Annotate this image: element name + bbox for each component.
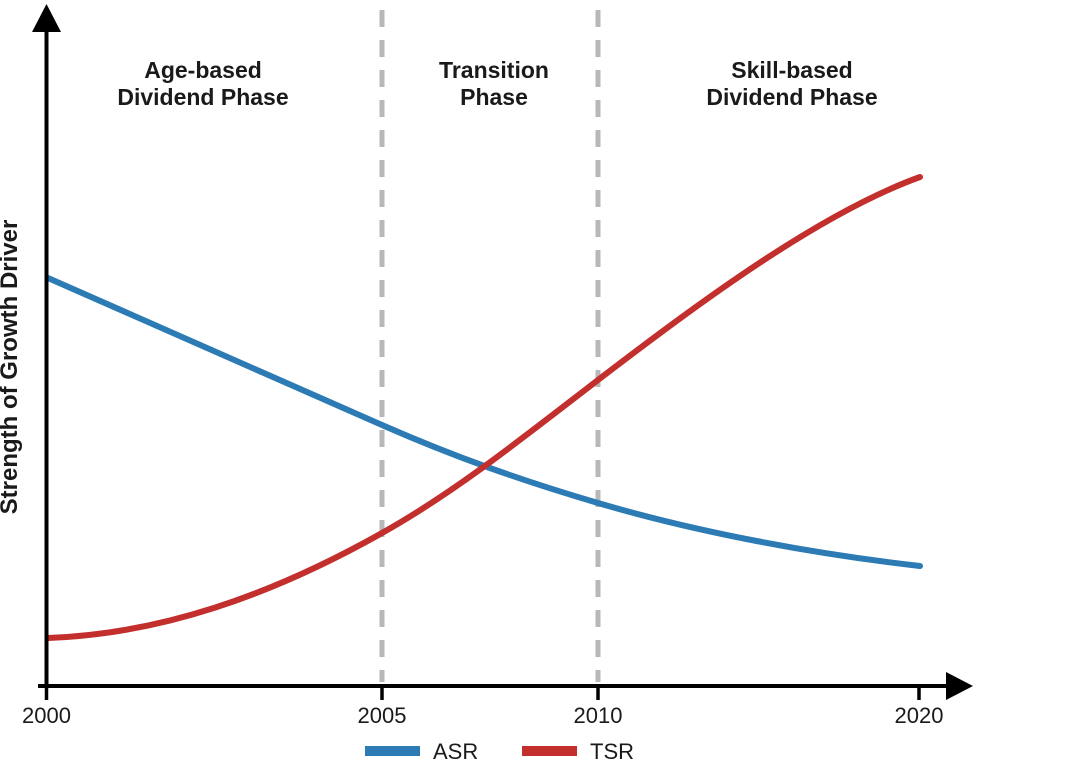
y-axis-label: Strength of Growth Driver	[0, 220, 23, 515]
phase-dividers	[379, 10, 601, 682]
axes	[32, 4, 973, 700]
phase-label-age-based-line1: Age-based	[144, 57, 262, 83]
tsr-curve	[45, 174, 923, 641]
legend-asr-label: ASR	[433, 739, 478, 764]
phase-label-transition-line2: Phase	[460, 84, 528, 110]
phase-label-skill-based-line2: Dividend Phase	[706, 84, 877, 110]
x-axis-arrowhead-icon	[946, 672, 973, 700]
legend-tsr-swatch	[522, 746, 577, 756]
phase-label-skill-based-line1: Skill-based	[731, 57, 852, 83]
tick-label-2000: 2000	[22, 703, 71, 728]
x-axis-ticks	[44, 686, 921, 700]
asr-curve	[45, 275, 923, 569]
legend-tsr-label: TSR	[590, 739, 634, 764]
phase-label-age-based-line2: Dividend Phase	[117, 84, 288, 110]
tick-label-2010: 2010	[574, 703, 623, 728]
y-axis-arrowhead-icon	[32, 4, 61, 32]
x-axis-tick-labels: 2000 2005 2010 2020	[22, 703, 943, 728]
tick-label-2005: 2005	[358, 703, 407, 728]
series-curves	[45, 174, 923, 641]
phase-label-transition-line1: Transition	[439, 57, 549, 83]
legend: ASR TSR	[365, 739, 634, 764]
phase-labels: Age-based Dividend Phase Transition Phas…	[117, 57, 877, 110]
tick-label-2020: 2020	[895, 703, 944, 728]
legend-asr-swatch	[365, 746, 420, 756]
